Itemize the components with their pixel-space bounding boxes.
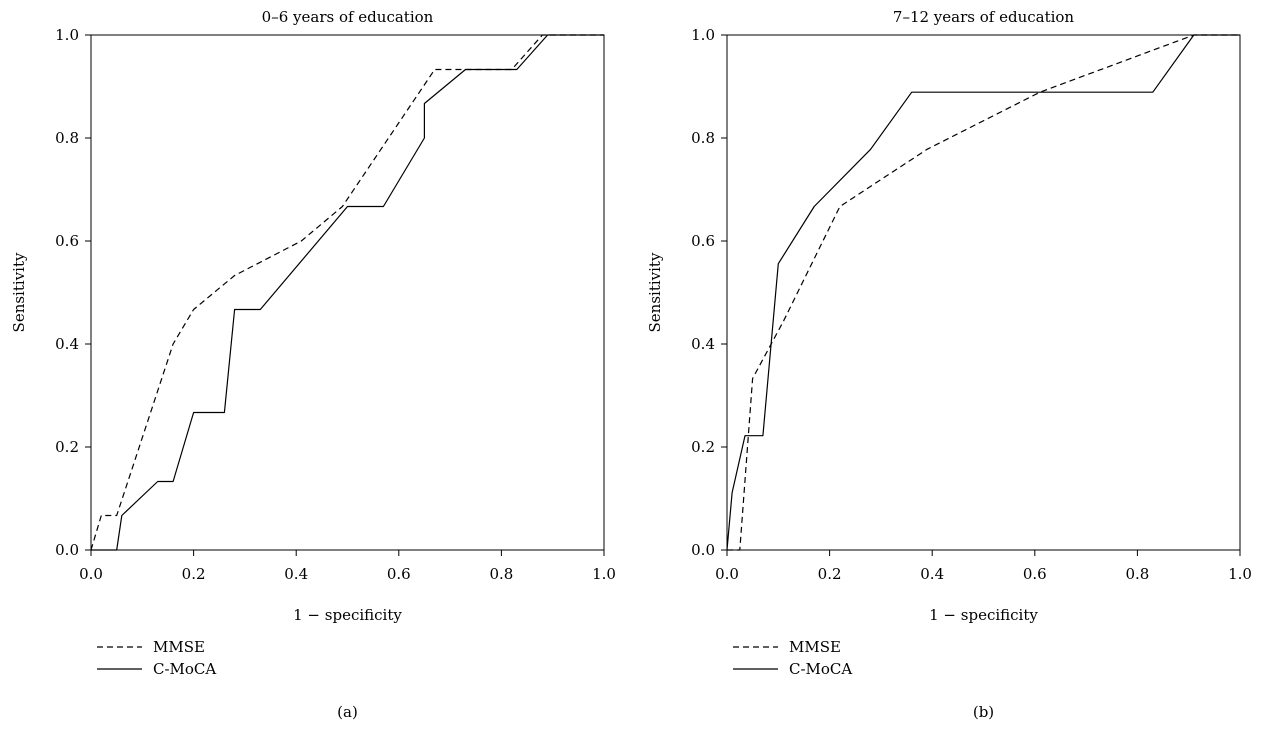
plot-frame (90, 34, 605, 551)
y-tick-label: 0.4 (691, 335, 715, 353)
y-tick-label: 1.0 (55, 26, 79, 44)
x-tick-label: 0.2 (818, 565, 842, 583)
y-axis-label: Sensitivity (646, 252, 664, 332)
y-tick-label: 0.8 (55, 129, 79, 147)
series-line-c-moca (726, 34, 1240, 551)
y-tick-label: 0.0 (55, 541, 79, 559)
x-axis-label: 1 − specificity (929, 606, 1038, 624)
x-tick-label: 0.6 (1023, 565, 1047, 583)
y-tick-label: 0.4 (55, 335, 79, 353)
chart-title: 0–6 years of education (262, 8, 434, 26)
x-tick-label: 0.8 (1125, 565, 1149, 583)
legend-label: MMSE (153, 638, 205, 656)
legend-label: C-MoCA (789, 660, 852, 678)
y-tick-label: 0.8 (691, 129, 715, 147)
plot-frame (726, 34, 1241, 551)
x-axis-label: 1 − specificity (293, 606, 402, 624)
x-tick-label: 0.6 (387, 565, 411, 583)
x-tick-label: 1.0 (592, 565, 616, 583)
panel-label: (a) (337, 703, 358, 721)
legend-label: MMSE (789, 638, 841, 656)
panel-label: (b) (973, 703, 994, 721)
x-tick-label: 0.4 (920, 565, 944, 583)
x-tick-label: 0.0 (79, 565, 103, 583)
y-tick-label: 0.6 (55, 232, 79, 250)
y-axis-label: Sensitivity (10, 252, 28, 332)
y-tick-label: 0.6 (691, 232, 715, 250)
series-line-c-moca (91, 34, 604, 551)
chart-panel-0: 0–6 years of education 0.0 0.2 0.4 0.6 0.8 1.0… (10, 8, 616, 721)
x-tick-label: 0.2 (182, 565, 206, 583)
x-tick-label: 1.0 (1228, 565, 1252, 583)
y-tick-label: 0.2 (691, 438, 715, 456)
series-line-mmse (90, 34, 604, 551)
chart-title: 7–12 years of education (893, 8, 1075, 26)
legend-label: C-MoCA (153, 660, 216, 678)
series-line-mmse (727, 34, 1240, 551)
y-tick-label: 0.2 (55, 438, 79, 456)
x-tick-label: 0.4 (284, 565, 308, 583)
y-tick-label: 0.0 (691, 541, 715, 559)
x-tick-label: 0.8 (489, 565, 513, 583)
y-tick-label: 1.0 (691, 26, 715, 44)
x-tick-label: 0.0 (715, 565, 739, 583)
chart-panel-1: 7–12 years of education 0.0 0.2 0.4 0.6 0.8 1.… (646, 8, 1252, 721)
